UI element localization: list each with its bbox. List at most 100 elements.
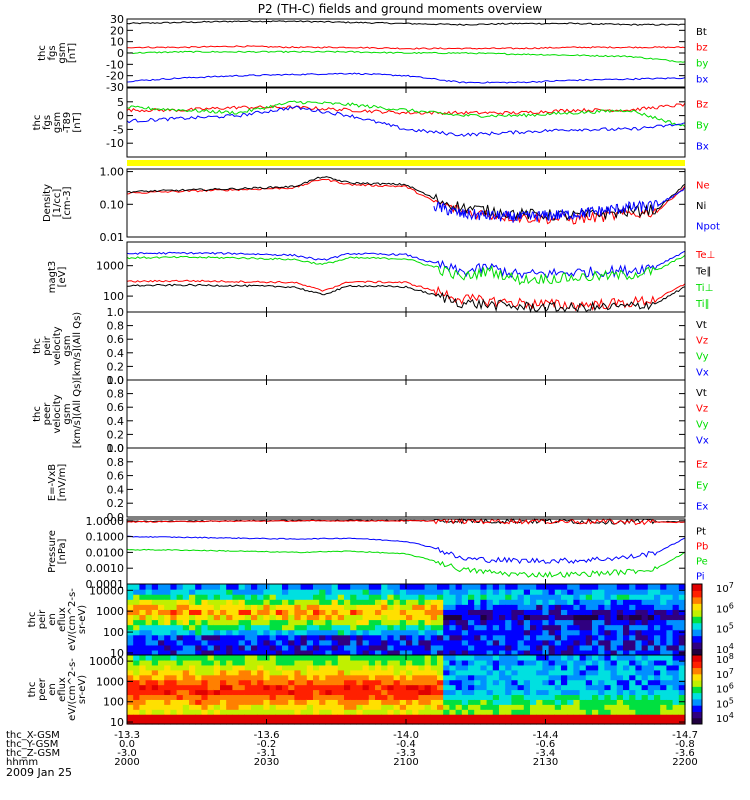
colorbar-segment [692,658,702,662]
spectrogram-cell [294,624,302,631]
spectrogram-cell [623,624,630,631]
spectrogram-cell [654,604,661,610]
spectrogram-cell [139,655,147,661]
spectrogram-cells [127,584,686,656]
y-tick-label: 0.4 [107,483,125,496]
spectrogram-cell [542,699,550,705]
spectrogram-cell [182,614,190,621]
spectrogram-cell [269,669,277,676]
spectrogram-cell [424,714,432,720]
spectrogram-cell [282,719,289,725]
spectrogram-cell [313,669,320,676]
spectrogram-cell [151,639,159,646]
spectrogram-cell [232,609,240,616]
spectrogram-cell [362,644,370,651]
spectrogram-cell [579,624,587,631]
spectrogram-cell [461,599,469,605]
spectrogram-cell [567,644,574,651]
spectrogram-cell [220,704,227,710]
spectrogram-cell [666,669,674,676]
y-tick-label: 10000 [89,584,124,597]
spectrogram-cell [282,699,289,705]
colorbar-segment [692,600,702,604]
spectrogram-cell [182,604,190,610]
colorbar-label: 107 [716,667,734,681]
spectrogram-cell [313,604,320,610]
spectrogram-cell [220,639,227,646]
spectrogram-cell [561,649,568,656]
spectrogram-cell [536,659,543,666]
spectrogram-cell [623,594,630,600]
spectrogram-cell [616,694,624,700]
spectrogram-cell [523,689,531,696]
spectrogram-cell [616,684,624,691]
spectrogram-cell [592,644,599,651]
spectrogram-cell [579,704,587,710]
spectrogram-cell [356,694,364,700]
spectrogram-cell [672,684,680,691]
spectrogram-cell [238,609,246,616]
spectrogram-cell [474,714,481,720]
spectrogram-cell [660,655,667,661]
spectrogram-cell [133,584,140,590]
spectrogram-cell [350,629,357,636]
y-axis-label-line: sr-eV) [77,675,88,704]
spectrogram-cell [294,664,302,671]
spectrogram-cell [530,634,537,641]
spectrogram-cell [666,704,674,710]
spectrogram-cell [672,609,680,616]
spectrogram-cell [505,669,512,676]
spectrogram-cell [406,634,413,641]
spectrogram-cell [300,604,308,610]
spectrogram-cell [548,619,556,626]
spectrogram-cell [170,664,178,671]
spectrogram-cell [629,624,636,631]
spectrogram-cell [331,629,339,636]
spectrogram-cell [381,669,388,676]
spectrogram-cell [350,669,357,676]
legend-entry: Pe [696,557,708,568]
spectrogram-cell [133,649,140,656]
spectrogram-cell [499,669,506,676]
spectrogram-cell [164,684,171,691]
spectrogram-cell [195,589,202,595]
spectrogram-cell [654,655,661,661]
legend-entry: Pi [696,572,705,583]
spectrogram-cell [251,634,258,641]
spectrogram-cell [368,659,376,666]
spectrogram-cell [530,644,537,651]
spectrogram-cell [288,714,295,720]
spectrogram-cell [412,589,419,595]
spectrogram-cell [499,609,506,616]
spectrogram-cell [517,684,525,691]
spectrogram-cell [554,674,562,681]
y-axis-label: Pressure [nPa] [47,530,68,573]
spectrogram-cell [561,714,568,720]
spectrogram-cell [319,669,326,676]
spectrogram-cell [678,584,686,590]
spectrogram-cell [666,619,674,626]
spectrogram-cell [306,679,314,686]
spectrogram-cell [182,674,190,681]
spectrogram-cell [654,639,661,646]
spectrogram-cell [654,674,661,681]
spectrogram-cell [399,679,407,686]
spectrogram-cell [536,624,543,631]
spectrogram-cell [306,709,314,715]
spectrogram-cell [437,699,444,705]
spectrogram-cell [623,689,630,696]
spectrogram-cell [548,649,556,656]
spectrogram-cell [548,629,556,636]
spectrogram-cell [356,719,364,725]
spectrogram-cell [678,674,686,681]
spectrogram-cell [182,655,190,661]
spectrogram-cell [257,629,264,636]
spectrogram-cell [182,719,190,725]
spectrogram-cell [430,634,438,641]
spectrogram-cell [275,719,283,725]
spectrogram-cell [424,589,432,595]
spectrogram-cell [480,664,488,671]
spectrogram-cell [561,674,568,681]
spectrogram-cell [437,649,444,656]
spectrogram-cell [201,629,209,636]
